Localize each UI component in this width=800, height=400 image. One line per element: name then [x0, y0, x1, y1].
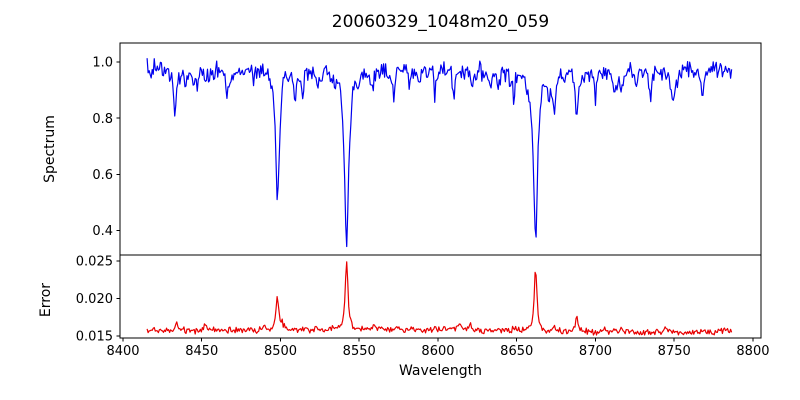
- x-tick-label: 8400: [106, 344, 139, 359]
- error-line: [146, 261, 733, 336]
- x-tick-label: 8650: [500, 344, 533, 359]
- x-tick-label: 8800: [736, 344, 769, 359]
- y-tick-label: 0.4: [92, 224, 113, 239]
- x-tick-label: 8750: [658, 344, 691, 359]
- panel-frame: [119, 254, 762, 339]
- y-tick-label: 0.6: [92, 168, 113, 183]
- x-tick-label: 8700: [579, 344, 612, 359]
- wavelength-x-axis-label: Wavelength: [398, 363, 483, 379]
- y-tick-label: 0.025: [76, 255, 113, 270]
- chart-title: 20060329_1048m20_059: [331, 12, 550, 32]
- x-tick-label: 8550: [343, 344, 376, 359]
- spectrum-line: [146, 58, 733, 248]
- x-tick-label: 8500: [264, 344, 297, 359]
- y-tick-label: 0.015: [76, 330, 113, 345]
- y-tick-label: 0.8: [92, 112, 113, 127]
- x-tick-label: 8600: [421, 344, 454, 359]
- y-tick-label: 0.020: [76, 292, 113, 307]
- x-tick-label: 8450: [185, 344, 218, 359]
- y-tick-label: 1.0: [92, 56, 113, 71]
